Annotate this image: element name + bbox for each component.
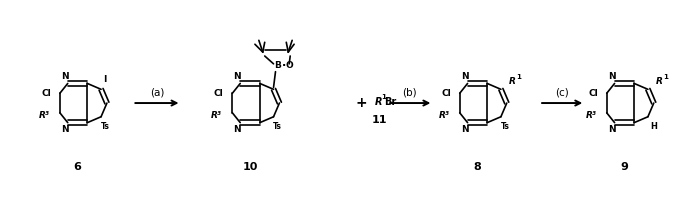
Text: (b): (b) — [403, 87, 417, 97]
Text: 8: 8 — [473, 162, 481, 172]
Text: 9: 9 — [621, 162, 628, 172]
Text: N: N — [461, 125, 468, 134]
Text: N: N — [608, 125, 616, 134]
Text: Ts: Ts — [500, 122, 510, 131]
Text: R: R — [509, 77, 516, 86]
Text: H: H — [651, 122, 658, 131]
Text: 6: 6 — [73, 162, 82, 172]
Text: Cl: Cl — [41, 89, 51, 98]
Text: ·: · — [282, 61, 286, 71]
Text: B: B — [274, 61, 281, 70]
Text: R³: R³ — [39, 111, 50, 120]
Text: Ts: Ts — [101, 122, 110, 131]
Text: R³: R³ — [438, 111, 450, 120]
Text: R³: R³ — [586, 111, 597, 120]
Text: Cl: Cl — [441, 89, 451, 98]
Text: 1: 1 — [381, 94, 386, 100]
Text: R: R — [375, 97, 382, 107]
Text: R³: R³ — [211, 111, 222, 120]
Text: N: N — [608, 72, 616, 81]
Text: N: N — [233, 72, 241, 81]
Text: Ts: Ts — [273, 122, 282, 131]
Text: 1: 1 — [664, 74, 669, 80]
Text: I: I — [103, 75, 107, 84]
Text: N: N — [461, 72, 468, 81]
Text: O: O — [285, 61, 293, 70]
Text: +: + — [356, 96, 368, 110]
Text: 1: 1 — [517, 74, 521, 80]
Text: Cl: Cl — [588, 89, 598, 98]
Text: N: N — [61, 72, 68, 81]
Text: 11: 11 — [371, 115, 387, 125]
Text: (c): (c) — [555, 87, 569, 97]
Text: N: N — [61, 125, 68, 134]
Text: 10: 10 — [242, 162, 258, 172]
Text: Cl: Cl — [214, 89, 223, 98]
Text: Br: Br — [385, 97, 396, 107]
Text: (a): (a) — [150, 87, 164, 97]
Text: R: R — [655, 77, 662, 86]
Text: N: N — [233, 125, 241, 134]
